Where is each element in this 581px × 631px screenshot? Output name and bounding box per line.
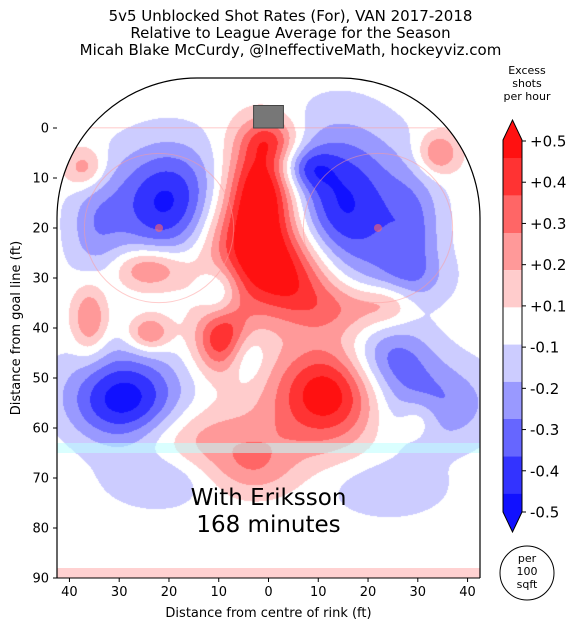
colorbar-label: +0.4: [530, 174, 566, 192]
colorbar-label: +0.3: [530, 215, 566, 233]
colorbar-segment: [503, 419, 522, 457]
colorbar-segment: [503, 158, 522, 196]
goal-net-icon: [253, 105, 284, 129]
x-axis-ticks: 40 30 20 10 0 10 20 30 40: [61, 578, 476, 600]
colorbar-segment: [503, 307, 522, 345]
colorbar-segment: [503, 140, 522, 159]
y-tick-label: 30: [32, 272, 49, 287]
y-tick-label: 80: [32, 522, 49, 537]
y-tick-label: 0: [41, 122, 49, 137]
colorbar-label: +0.2: [530, 256, 566, 274]
faceoff-circle-left: [83, 152, 235, 304]
y-tick-label: 20: [32, 222, 49, 237]
colorbar-segment: [503, 344, 522, 382]
colorbar-segment: [503, 233, 522, 271]
unit-badge-text: per: [518, 552, 537, 565]
colorbar-title-line: shots: [512, 77, 542, 90]
colorbar-label: -0.2: [530, 380, 559, 398]
x-tick-label: 0: [264, 585, 272, 600]
colorbar-extend-bottom: [503, 512, 522, 532]
x-tick-label: 20: [161, 585, 178, 600]
x-tick-label: 40: [61, 585, 78, 600]
colorbar-label: -0.5: [530, 504, 559, 522]
rink-boards: [56, 77, 481, 578]
annotation-minutes: 168 minutes: [196, 512, 340, 538]
colorbar-segment: [503, 456, 522, 494]
heatmap-layer: [57, 78, 480, 578]
colorbar-segment: [503, 270, 522, 308]
x-tick-label: 30: [111, 585, 128, 600]
x-tick-label: 20: [360, 585, 377, 600]
unit-badge-text: 100: [517, 565, 538, 578]
x-tick-label: 10: [210, 585, 227, 600]
y-tick-label: 10: [32, 172, 49, 187]
colorbar-title-line: per hour: [504, 90, 551, 103]
faceoff-circle-right: [302, 152, 454, 304]
chart-title-line-2: Relative to League Average for the Seaso…: [130, 24, 451, 42]
y-tick-label: 70: [32, 472, 49, 487]
unit-badge-text: sqft: [517, 578, 538, 591]
colorbar-label: +0.1: [530, 297, 566, 315]
blue-line: [57, 443, 480, 453]
colorbar-label: -0.1: [530, 339, 559, 357]
x-tick-label: 10: [310, 585, 327, 600]
y-tick-label: 60: [32, 422, 49, 437]
colorbar-title-line: Excess: [508, 64, 546, 77]
chart-title-line-3: Micah Blake McCurdy, @IneffectiveMath, h…: [79, 41, 502, 59]
colorbar-segment: [503, 381, 522, 419]
colorbar-label: -0.3: [530, 421, 559, 439]
unit-badge-circle: [499, 545, 555, 601]
faceoff-dot-left: [155, 224, 164, 232]
x-tick-label: 40: [459, 585, 476, 600]
annotation-player: With Eriksson: [191, 485, 347, 511]
colorbar: +0.5 +0.4 +0.3 +0.2 +0.1 -0.1 -0.2 -0.3 -0.4 -0.5: [502, 118, 566, 534]
y-tick-label: 50: [32, 372, 49, 387]
centre-line: [57, 568, 480, 578]
x-axis-label: Distance from centre of rink (ft): [165, 606, 371, 621]
y-tick-label: 90: [32, 572, 49, 587]
x-tick-label: 30: [410, 585, 427, 600]
colorbar-label: -0.4: [530, 462, 559, 480]
chart-title-line-1: 5v5 Unblocked Shot Rates (For), VAN 2017…: [108, 7, 473, 25]
y-axis-ticks: 0 10 20 30 40 50 60 70 80 90: [32, 122, 57, 587]
y-axis-label: Distance from goal line (ft): [9, 241, 24, 415]
colorbar-segment: [503, 195, 522, 233]
faceoff-dot-right: [373, 224, 382, 232]
y-tick-label: 40: [32, 322, 49, 337]
colorbar-extend-top: [503, 120, 522, 140]
colorbar-label: +0.5: [530, 133, 566, 151]
colorbar-segment: [503, 493, 522, 512]
